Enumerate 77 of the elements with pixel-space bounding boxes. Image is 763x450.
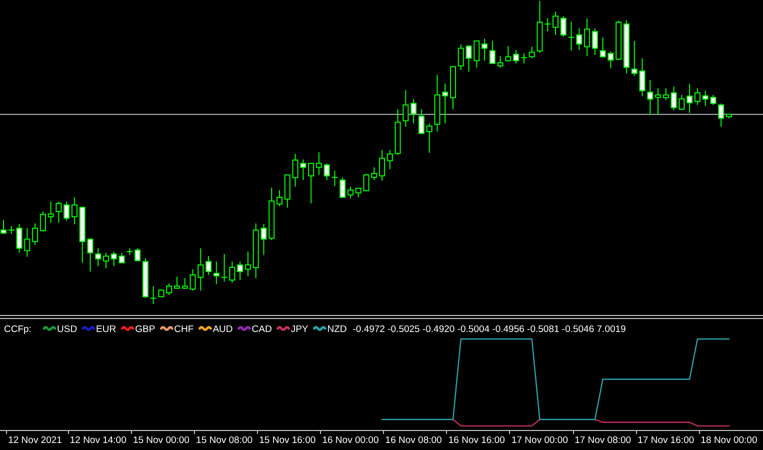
legend-label: JPY [290, 324, 309, 335]
candlestick [182, 278, 188, 290]
candlestick [544, 18, 551, 32]
x-tick-label: 17 Nov 16:00 [638, 435, 694, 446]
candlestick [552, 11, 559, 36]
candlestick [426, 122, 432, 154]
legend-label: USD [57, 324, 78, 335]
candlestick [379, 150, 386, 182]
candlestick [347, 186, 354, 199]
x-tick-label: 15 Nov 16:00 [259, 435, 316, 446]
legend-label: CHF [174, 324, 194, 335]
candlestick [64, 201, 70, 222]
candlestick [662, 88, 669, 101]
candlestick [639, 58, 646, 97]
legend-label: NZD [327, 324, 347, 335]
candlestick [40, 211, 46, 232]
candlestick [276, 190, 283, 207]
candlestick [592, 28, 598, 56]
candlestick [110, 251, 117, 267]
candlestick [520, 52, 527, 64]
x-tick-label: 12 Nov 14:00 [70, 435, 126, 446]
candlestick [513, 50, 520, 64]
candlestick [316, 152, 322, 176]
candlestick [166, 282, 172, 296]
candlestick [410, 98, 417, 124]
legend-label: CAD [252, 324, 272, 335]
candlestick [655, 88, 662, 115]
candlestick [48, 201, 54, 224]
candlestick [95, 248, 102, 267]
candlestick [150, 286, 156, 304]
candlestick [56, 201, 62, 224]
candlestick [174, 276, 180, 290]
candlestick [694, 88, 700, 106]
candlestick [718, 102, 724, 128]
candlestick [418, 108, 424, 135]
candlestick [647, 80, 654, 115]
candlestick [497, 56, 504, 68]
candlestick [489, 40, 496, 65]
x-tick-label: 15 Nov 08:00 [196, 435, 253, 446]
x-tick-label: 17 Nov 08:00 [574, 435, 632, 446]
candlestick [505, 46, 512, 62]
candlestick [103, 252, 110, 269]
x-tick-label: 17 Nov 00:00 [511, 435, 568, 446]
x-tick-label: 16 Nov 00:00 [322, 435, 379, 446]
x-tick-label: 12 Nov 2021 [8, 435, 62, 446]
candlestick [631, 40, 638, 76]
chart-title: CCFp: [4, 324, 32, 335]
text: -0.4972 -0.5025 -0.4920 -0.5004 -0.4956 -0.5081 -0.5046 7.0019 [352, 324, 626, 335]
candlestick [244, 251, 251, 277]
candlestick [71, 196, 78, 225]
candlestick [584, 18, 590, 57]
candlestick [402, 90, 409, 128]
candlestick [0, 220, 6, 235]
candlestick [308, 162, 314, 204]
candlestick [213, 261, 220, 284]
candlestick [118, 252, 125, 264]
candlestick [442, 82, 448, 124]
candlestick [237, 261, 244, 281]
legend-label: GBP [135, 324, 156, 335]
x-tick-label: 16 Nov 16:00 [448, 435, 505, 446]
candlestick [134, 248, 141, 262]
candlestick [528, 46, 535, 59]
x-tick-label: 18 Nov 00:00 [700, 435, 758, 446]
candlestick [386, 150, 393, 170]
candlestick [686, 84, 693, 114]
candlestick [458, 44, 464, 71]
candlestick [340, 176, 346, 198]
x-tick-label: 16 Nov 08:00 [385, 435, 442, 446]
candlestick [332, 170, 338, 187]
candlestick [482, 38, 488, 62]
legend-label: EUR [96, 324, 116, 335]
candlestick [206, 256, 212, 276]
candlestick [560, 16, 566, 38]
candlestick [324, 162, 330, 181]
legend-label: AUD [212, 324, 233, 335]
x-tick-label: 15 Nov 00:00 [132, 435, 190, 446]
candlestick [32, 222, 38, 246]
